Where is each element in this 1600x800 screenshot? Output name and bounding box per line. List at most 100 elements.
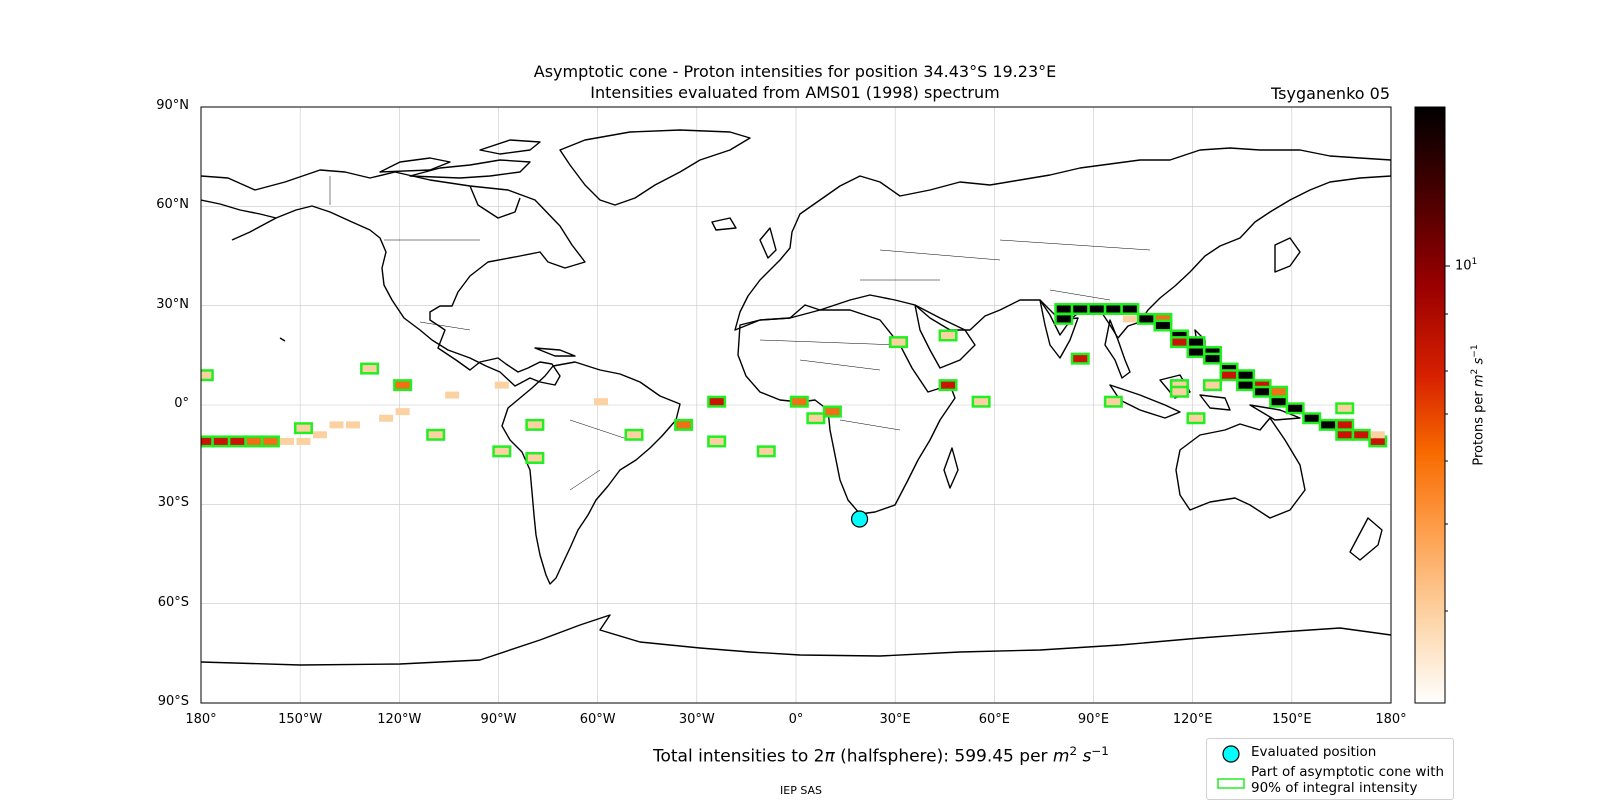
organization-label: IEP SAS — [780, 784, 823, 797]
intensity-cell — [1304, 414, 1319, 422]
indonesia — [1109, 374, 1301, 421]
arctic-islands — [379, 139, 541, 179]
coastlines — [201, 129, 1391, 666]
japan — [1274, 237, 1301, 273]
intensity-cell — [1139, 315, 1154, 323]
arabia — [914, 304, 976, 369]
intensity-cell — [329, 421, 344, 429]
intensity-cell — [709, 437, 724, 445]
intensity-cell — [974, 398, 989, 406]
intensity-cell — [1188, 338, 1203, 346]
intensity-cell — [1155, 315, 1170, 323]
longitude-label: 180° — [1375, 712, 1407, 727]
intensity-cell — [1056, 315, 1071, 323]
latitude-label: 0° — [174, 396, 189, 411]
intensity-cell — [1337, 431, 1352, 439]
intensity-cell — [379, 414, 394, 422]
intensity-cell — [1122, 305, 1137, 313]
colorbar-tick-label: 101 — [1455, 257, 1478, 274]
uk — [759, 227, 777, 259]
intensity-cell — [1238, 371, 1253, 379]
intensity-cell — [759, 447, 774, 455]
intensity-cell — [825, 408, 840, 416]
intensity-cell — [201, 437, 212, 445]
longitude-label: 120°W — [377, 712, 422, 727]
latitude-label: 60°S — [157, 594, 189, 610]
country-borders — [329, 176, 1151, 491]
intensity-cell — [1073, 305, 1088, 313]
intensity-cell — [1255, 388, 1270, 396]
intensity-cell — [1321, 421, 1336, 429]
intensity-cell — [1056, 305, 1071, 313]
intensity-cell — [313, 431, 327, 439]
intensity-cell — [1205, 355, 1220, 363]
intensity-cell — [1354, 431, 1369, 439]
intensity-cell — [1370, 431, 1385, 439]
intensity-cell — [1155, 322, 1170, 330]
intensity-cell — [1238, 381, 1253, 389]
longitude-label: 30°W — [678, 712, 715, 727]
intensity-cell — [676, 421, 691, 429]
madagascar — [943, 447, 959, 489]
latitude-label: 30°S — [157, 495, 189, 511]
intensity-cell — [1122, 315, 1137, 323]
intensity-cell — [1073, 355, 1088, 363]
intensity-cell — [1106, 398, 1121, 406]
map-frame — [200, 106, 1392, 704]
intensity-cell — [213, 437, 228, 445]
intensity-cell — [808, 414, 823, 422]
colorbar — [1414, 106, 1450, 704]
eurasia-coast — [734, 147, 1391, 339]
intensity-cell — [1222, 365, 1237, 373]
intensity-cell — [1188, 414, 1203, 422]
longitude-label: 120°E — [1172, 712, 1213, 727]
hawaii — [279, 337, 286, 342]
title-line-2: Intensities evaluated from AMS01 (1998) … — [590, 83, 1000, 102]
intensity-cell — [1255, 381, 1270, 389]
intensity-cells — [201, 302, 1388, 464]
intensity-cell — [1205, 381, 1220, 389]
intensity-cell — [1370, 437, 1385, 445]
longitude-label: 0° — [788, 712, 804, 727]
intensity-cell — [246, 437, 261, 445]
intensity-cell — [279, 437, 294, 445]
longitude-label: 60°E — [978, 712, 1010, 727]
cuba — [534, 347, 576, 357]
intensity-cell — [428, 431, 443, 439]
intensity-cell — [709, 398, 724, 406]
intensity-cell — [527, 421, 542, 429]
intensity-cell — [593, 398, 608, 406]
intensity-cell — [527, 454, 542, 462]
intensity-cell — [1337, 421, 1352, 429]
colorbar-ticks — [1445, 265, 1450, 612]
intensity-cell — [362, 365, 377, 373]
longitude-label: 180° — [185, 712, 217, 727]
intensity-cell — [494, 381, 509, 389]
intensity-cell — [1089, 305, 1104, 313]
intensity-cell — [395, 408, 410, 416]
iceland — [711, 217, 737, 231]
greenland-coast — [559, 129, 751, 206]
hudson-bay — [469, 185, 521, 219]
colorbar-label: Protons per m2 s−1 — [1470, 344, 1487, 466]
latitude-label: 90°N — [156, 98, 189, 113]
intensity-cell — [494, 447, 509, 455]
intensity-cell — [891, 338, 906, 346]
model-label: Tsyganenko 05 — [1271, 84, 1390, 103]
legend-evaluated-label: Evaluated position — [1251, 744, 1377, 760]
intensity-cell — [445, 391, 460, 399]
latitude-label: 30°N — [156, 296, 189, 312]
total-intensity: Total intensities to 2π (halfsphere): 59… — [653, 744, 1109, 767]
alaska-peninsula — [231, 217, 277, 241]
longitude-label: 90°W — [480, 712, 517, 727]
australia-coast — [1175, 417, 1306, 519]
intensity-cell — [1106, 305, 1121, 313]
intensity-cell — [296, 424, 311, 432]
intensity-cell — [1337, 404, 1352, 412]
intensity-cell — [1188, 348, 1203, 356]
intensity-cell — [201, 371, 212, 379]
antarctica-coast — [201, 614, 1391, 666]
longitude-label: 150°W — [278, 712, 323, 727]
colorbar-gradient — [1414, 106, 1446, 704]
